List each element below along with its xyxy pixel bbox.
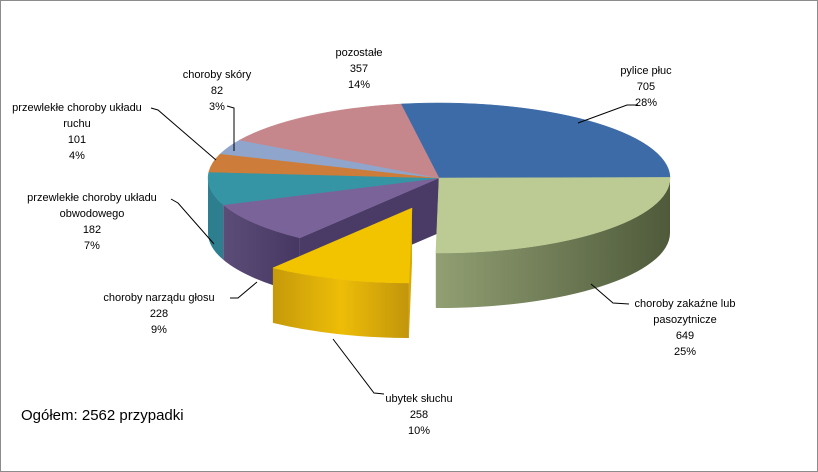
data-label-ubytek-sluchu: ubytek słuchu 258 10% — [359, 391, 479, 439]
data-label-line: choroby zakaźne lub — [634, 298, 736, 310]
data-label-line: 3% — [209, 101, 225, 113]
data-label-pylice-pluc: pylice płuc 705 28% — [586, 63, 706, 111]
data-label-line: 705 — [636, 81, 656, 93]
data-label-line: 9% — [151, 324, 167, 336]
data-label-line: pylice płuc — [620, 65, 672, 77]
data-label-line: 14% — [347, 79, 371, 91]
pie-slice-ubytek-sluchu[interactable] — [272, 207, 413, 284]
data-label-line: 4% — [69, 150, 85, 162]
pie-slice-choroby-zakazne-lub-pasozytnicze-side — [435, 178, 670, 309]
data-label-line: przewlekłe choroby układu — [12, 102, 142, 114]
leader-line-uklad-obwodowy — [170, 198, 215, 245]
data-label-line: 357 — [349, 63, 369, 75]
data-label-uklad-ruchu: przewlekłe choroby układu ruchu 101 4% — [1, 100, 153, 164]
pie-slice-choroby-zakazne-lub-pasozytnicze[interactable] — [435, 177, 671, 254]
data-label-pozostale: pozostałe 357 14% — [309, 45, 409, 93]
data-label-choroby-narzadu-glosu: choroby narządu głosu 228 9% — [79, 290, 239, 338]
leader-line-choroby-zakazne — [590, 283, 630, 305]
data-label-line: 101 — [67, 134, 87, 146]
leader-line-uklad-ruchu — [150, 107, 217, 161]
pie-slice-przewlekle-choroby-ukladu-obwodowego[interactable] — [207, 171, 440, 206]
data-label-line: ubytek słuchu — [385, 393, 453, 405]
data-label-line: 28% — [634, 97, 658, 109]
data-label-line: choroby narządu głosu — [103, 292, 215, 304]
pie-slice-ubytek-sluchu-side — [272, 267, 409, 338]
data-label-line: choroby skóry — [182, 69, 252, 81]
leader-line-ubytek-sluchu — [332, 338, 385, 395]
data-label-line: 82 — [210, 85, 224, 97]
pie-slices-group — [207, 102, 671, 338]
data-label-line: obwodowego — [59, 208, 125, 220]
total-label: Ogółem: 2562 przypadki — [21, 407, 184, 424]
data-label-choroby-zakazne: choroby zakaźne lub pasozytnicze 649 25% — [605, 296, 765, 360]
leader-line-pylice-pluc — [577, 104, 638, 124]
data-label-line: 7% — [84, 240, 100, 252]
leader-line-choroby-skory — [226, 105, 235, 151]
data-label-uklad-obwodowy: przewlekłe choroby układu obwodowego 182… — [2, 190, 182, 254]
data-label-line: 228 — [149, 308, 169, 320]
pie-slice-pylice-pluc[interactable] — [400, 102, 671, 179]
data-label-line: pasozytnicze — [653, 314, 717, 326]
data-label-line: 182 — [82, 224, 102, 236]
pie-slice-przewlekle-choroby-ukladu-obwodowego-side — [208, 178, 224, 260]
data-label-line: ruchu — [63, 118, 91, 130]
data-label-line: pozostałe — [335, 47, 383, 59]
leader-line-choroby-narzadu-glosu — [230, 281, 258, 299]
pie-slice-pozostale[interactable] — [238, 103, 440, 179]
pie-slice-ubytek-sluchu-cut-face — [408, 208, 412, 338]
data-label-line: 258 — [409, 409, 429, 421]
data-label-choroby-skory: choroby skóry 82 3% — [167, 67, 267, 115]
pie-slice-choroby-narzadu-glosu[interactable] — [222, 177, 440, 239]
data-label-line: 25% — [673, 346, 697, 358]
data-label-line: 649 — [675, 330, 695, 342]
data-label-line: przewlekłe choroby układu — [27, 192, 157, 204]
leader-lines-group — [150, 104, 638, 395]
data-label-line: 10% — [407, 425, 431, 437]
